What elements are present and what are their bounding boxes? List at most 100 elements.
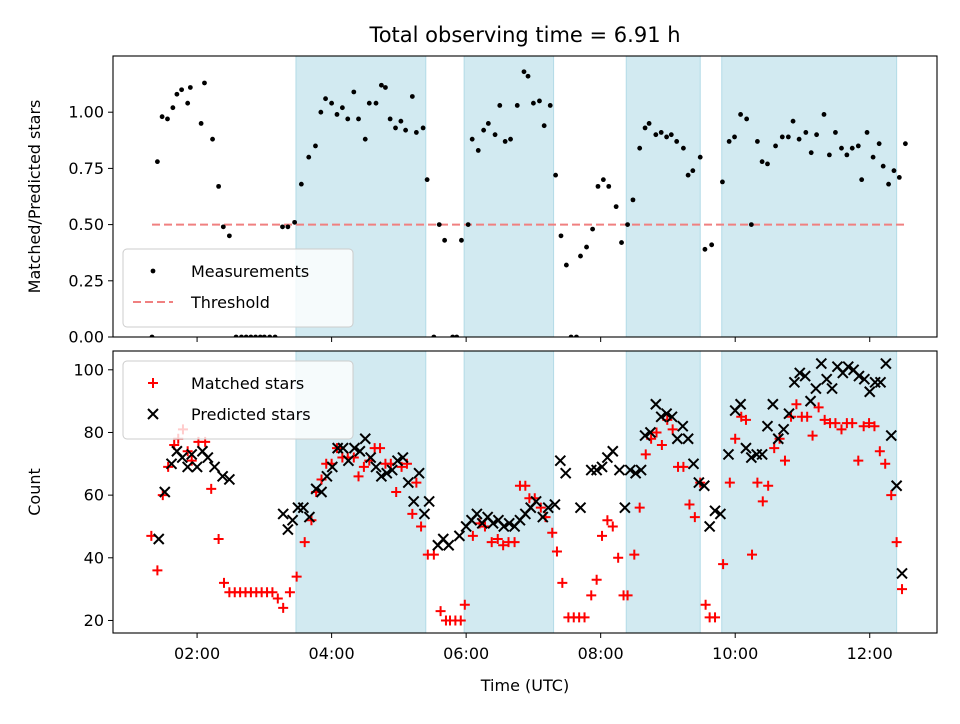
data-point: [700, 599, 711, 610]
data-point: [890, 480, 903, 492]
data-point: [420, 125, 426, 131]
data-point: [381, 467, 393, 479]
data-point: [442, 539, 455, 551]
observing-interval-shade: [625, 56, 701, 337]
data-point: [607, 445, 619, 457]
data-point: [282, 523, 294, 536]
data-point: [891, 168, 897, 174]
data-point: [492, 132, 498, 138]
data-point: [216, 183, 222, 189]
data-point: [677, 420, 689, 432]
data-point: [455, 615, 466, 626]
data-point: [292, 219, 298, 225]
data-point: [574, 334, 579, 337]
data-point: [826, 152, 832, 158]
data-point: [630, 197, 636, 203]
data-point: [613, 204, 619, 210]
data-point: [579, 612, 590, 623]
data-point: [634, 502, 645, 513]
axes-frame: [112, 350, 938, 634]
data-point: [351, 89, 357, 95]
data-point: [681, 145, 686, 151]
data-point: [153, 533, 165, 545]
data-point: [243, 334, 249, 337]
data-point: [880, 163, 886, 169]
data-point: [687, 458, 700, 470]
data-point: [724, 477, 735, 488]
data-point: [779, 455, 790, 466]
data-point: [383, 85, 388, 90]
data-point: [453, 530, 466, 542]
data-point: [622, 590, 633, 601]
data-point: [666, 411, 678, 423]
data-point: [745, 451, 758, 464]
data-point: [646, 121, 652, 126]
data-point: [563, 262, 569, 268]
y-tick-label: 40: [84, 548, 104, 567]
data-point: [334, 112, 340, 117]
data-point: [547, 527, 558, 538]
data-point: [299, 537, 310, 548]
data-point: [859, 177, 865, 183]
data-point: [896, 567, 908, 580]
data-point: [185, 448, 198, 461]
data-point: [769, 443, 780, 454]
y-tick-label: 1.00: [68, 103, 104, 122]
data-point: [748, 222, 754, 228]
data-point: [356, 116, 361, 122]
data-point: [763, 480, 774, 491]
data-point: [613, 552, 624, 563]
data-point: [744, 116, 750, 122]
data-point: [578, 253, 583, 259]
x-axis-label: Time (UTC): [480, 676, 569, 695]
data-point: [796, 136, 802, 142]
data-point: [710, 612, 721, 623]
data-point: [391, 454, 404, 467]
data-point: [858, 373, 871, 385]
data-point: [375, 443, 386, 454]
data-point: [497, 103, 503, 108]
data-point: [858, 421, 869, 432]
data-point: [297, 501, 310, 514]
data-point: [747, 549, 758, 560]
data-point: [418, 508, 431, 520]
data-point: [682, 433, 694, 445]
legend-label: Measurements: [191, 262, 309, 281]
data-point: [783, 407, 795, 420]
data-point: [732, 134, 737, 140]
data-point: [359, 433, 371, 445]
data-point: [551, 546, 562, 557]
data-point: [398, 118, 404, 124]
data-point: [329, 100, 335, 106]
data-point: [773, 143, 778, 149]
data-point: [667, 424, 678, 435]
data-point: [315, 486, 328, 498]
data-point: [218, 577, 229, 588]
data-point: [874, 446, 885, 457]
data-point: [815, 357, 828, 370]
data-point: [353, 471, 364, 482]
legend-swatch: [147, 408, 159, 420]
data-point: [853, 370, 865, 382]
data-point: [791, 399, 802, 410]
data-point: [607, 521, 618, 532]
data-point: [326, 461, 338, 473]
data-point: [459, 599, 470, 610]
data-point: [790, 118, 796, 124]
data-point: [277, 508, 289, 520]
data-point: [553, 172, 559, 178]
data-point: [625, 222, 630, 228]
y-tick-label: 0.25: [68, 271, 104, 290]
data-point: [364, 451, 377, 464]
data-point: [596, 461, 608, 473]
data-point: [830, 418, 841, 429]
data-point: [864, 130, 870, 135]
legend-box: [122, 248, 354, 328]
data-point: [541, 123, 547, 129]
data-point: [239, 334, 244, 337]
data-point: [590, 464, 603, 476]
data-point: [799, 370, 811, 382]
data-point: [597, 530, 608, 541]
data-point: [149, 334, 155, 337]
data-point: [223, 473, 236, 486]
